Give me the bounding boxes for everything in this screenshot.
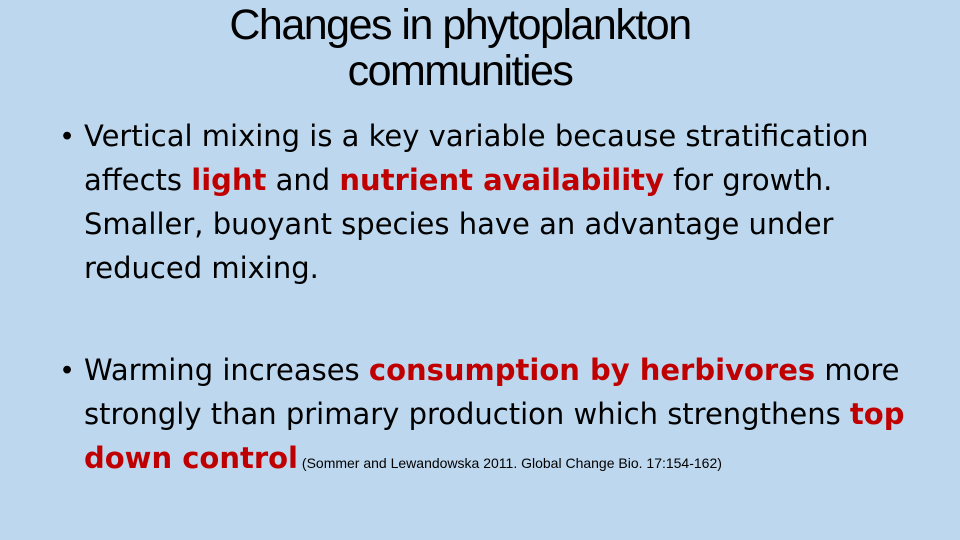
bullet-text-start: Warming increases — [84, 353, 369, 387]
slide-title: Changes in phytoplankton communities — [130, 2, 790, 94]
bullet-text: Warming increases consumption by herbivo… — [62, 348, 942, 485]
highlight-consumption-by-herbivores: consumption by herbivores — [368, 353, 816, 387]
title-line-1: Changes in phytoplankton — [229, 1, 692, 49]
bullet-text-mid: and — [266, 163, 340, 197]
bullet-text: Vertical mixing is a key variable becaus… — [62, 114, 942, 290]
citation: (Sommer and Lewandowska 2011. Global Cha… — [298, 455, 722, 471]
highlight-nutrient-availability: nutrient availability — [339, 163, 664, 197]
highlight-light: light — [191, 163, 267, 197]
bullet-text-mid: more strongly than primary production wh… — [84, 353, 900, 431]
bullet-warming: • Warming increases consumption by herbi… — [62, 348, 942, 485]
bullet-vertical-mixing: • Vertical mixing is a key variable beca… — [62, 114, 942, 290]
highlight-top-down-control: top down control — [84, 397, 905, 475]
title-line-2: communities — [347, 47, 574, 95]
bullet-dot: • — [62, 354, 73, 386]
bullet-dot: • — [62, 120, 73, 152]
bullet-text-start: Vertical mixing is a key variable becaus… — [84, 119, 869, 197]
bullet-text-end: for growth. Smaller, buoyant species hav… — [84, 163, 834, 285]
